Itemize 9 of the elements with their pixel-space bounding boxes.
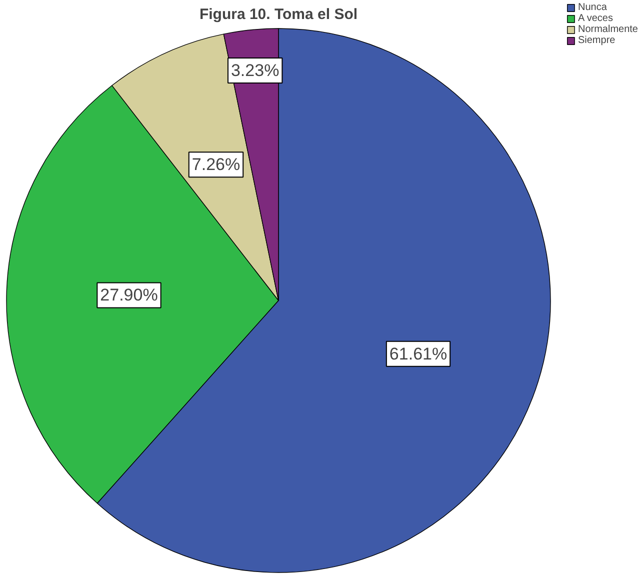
data-label: 27.90%	[100, 286, 158, 305]
legend-label: A veces	[578, 13, 613, 24]
legend-label: Normalmente	[578, 24, 638, 35]
chart-title: Figura 10. Toma el Sol	[199, 6, 358, 23]
legend-label: Nunca	[578, 2, 607, 13]
legend-label: Siempre	[578, 35, 616, 46]
data-label: 7.26%	[192, 155, 240, 174]
data-label: 61.61%	[389, 344, 448, 364]
data-label: 3.23%	[230, 60, 280, 80]
